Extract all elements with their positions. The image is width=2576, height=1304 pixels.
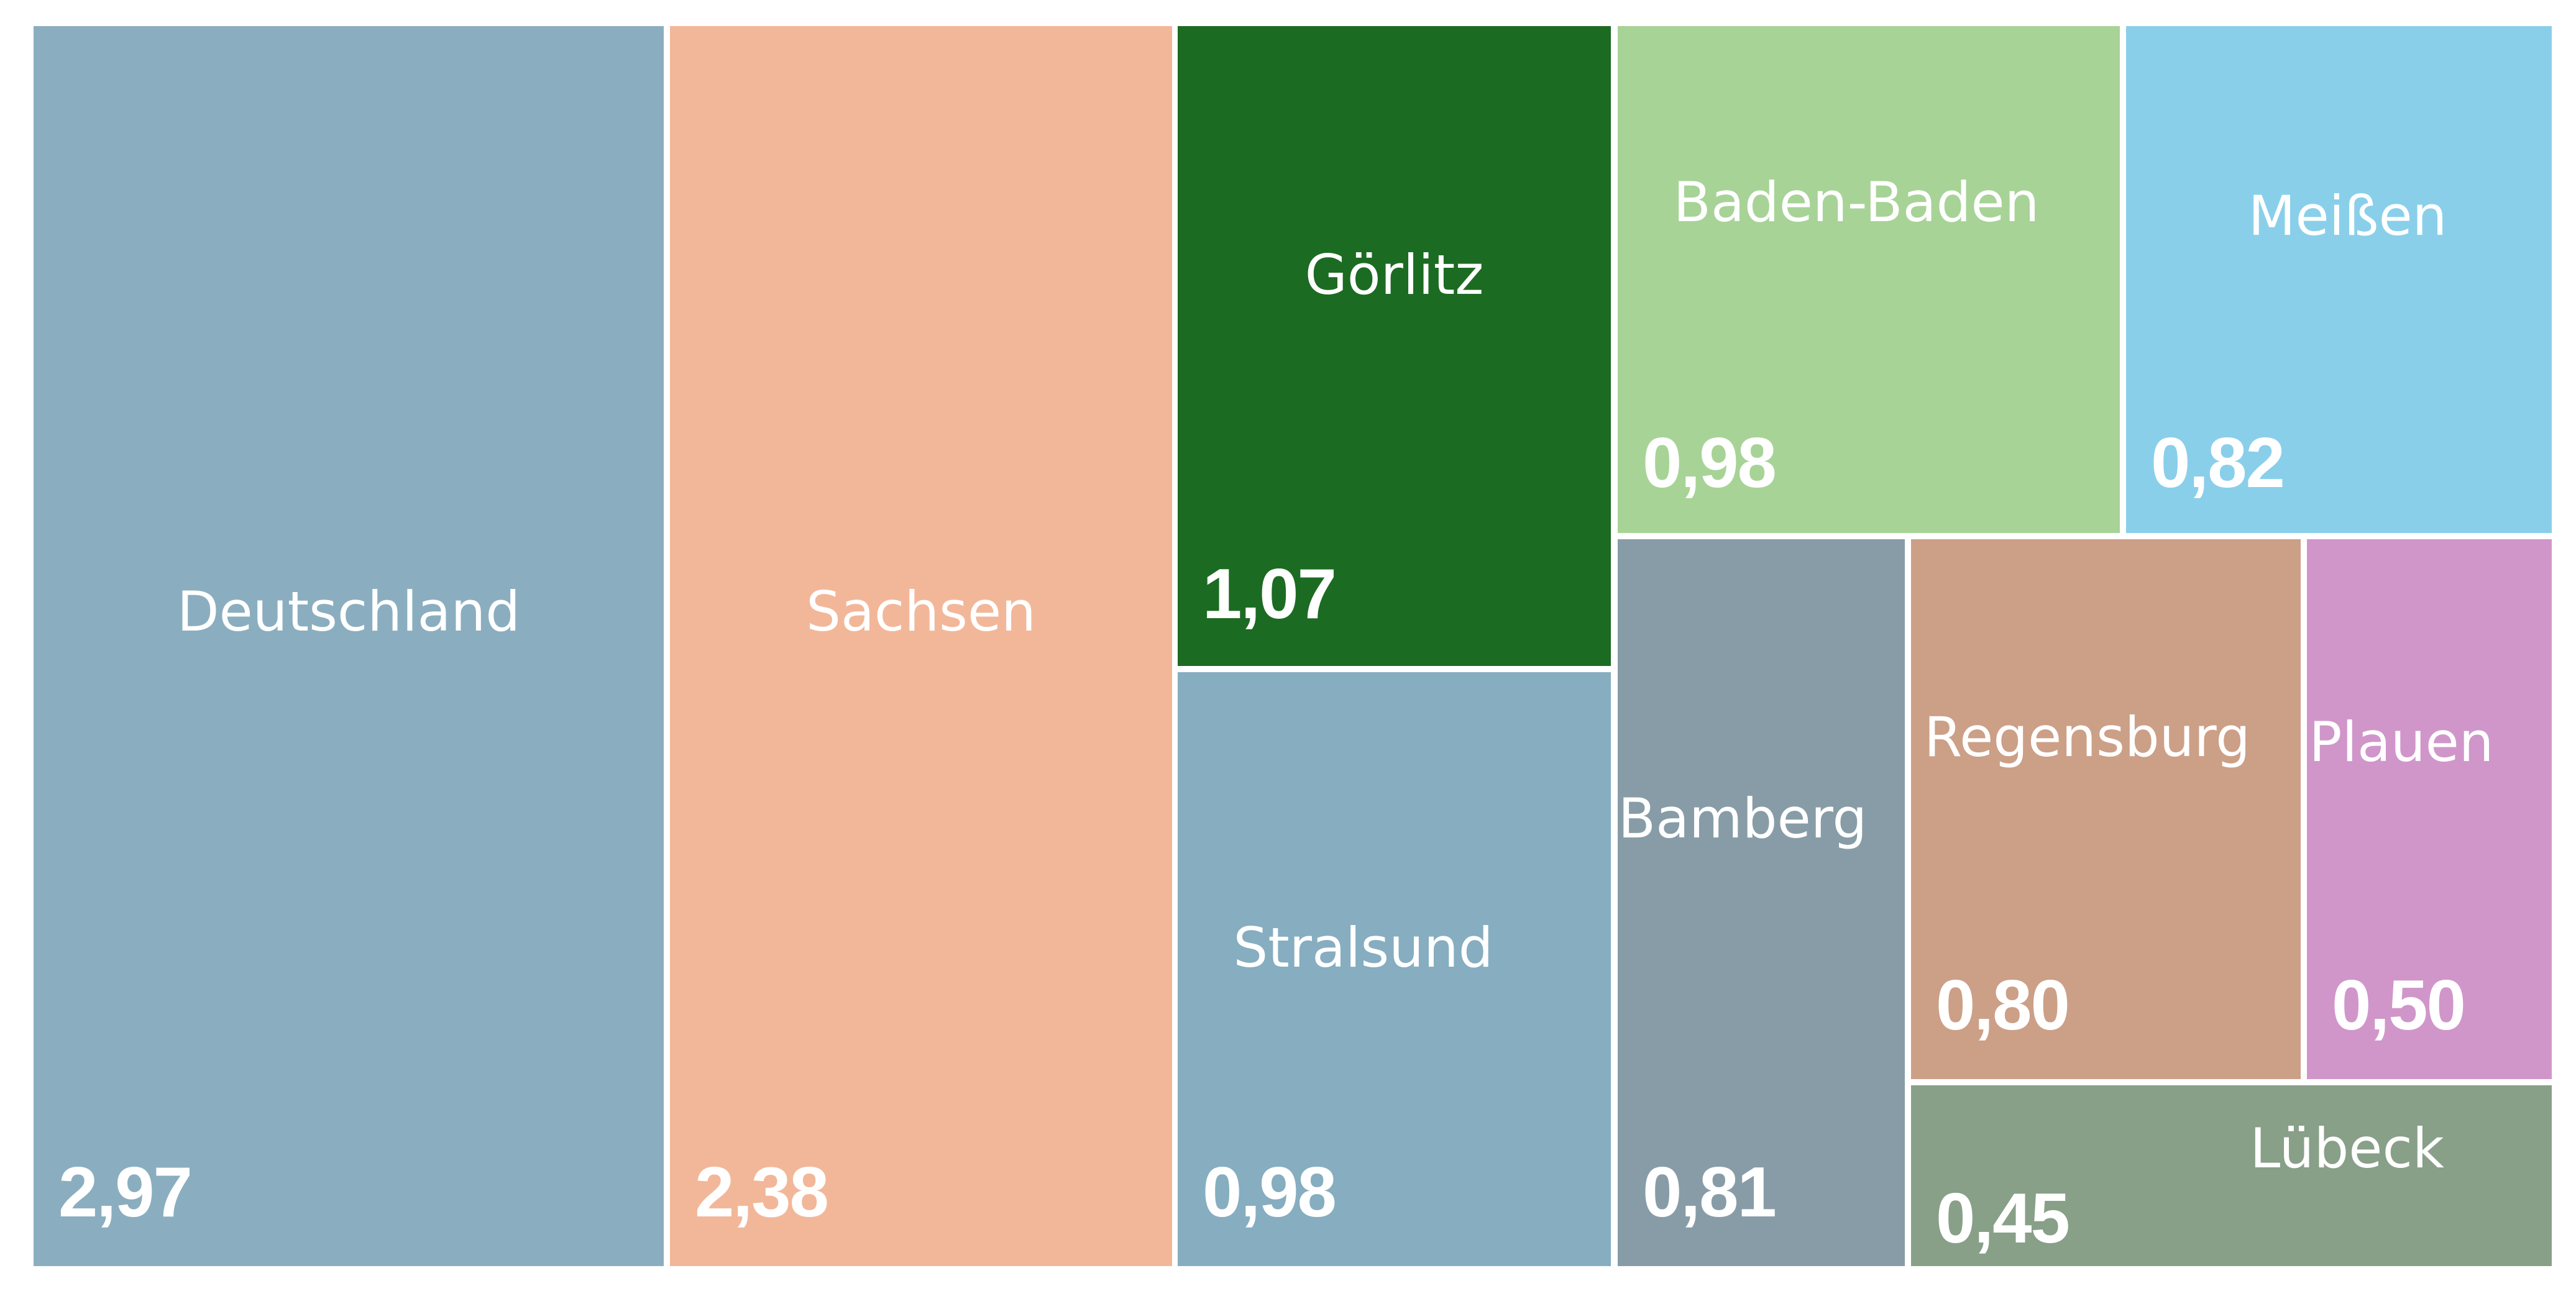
tile-sachsen: Sachsen 2,38 [670, 26, 1172, 1266]
tile-label-goerlitz: Görlitz [1304, 243, 1484, 307]
tile-label-bamberg: Bamberg [1618, 787, 1868, 850]
tile-value-baden-baden: 0,98 [1643, 424, 1777, 503]
tile-label-meissen: Meißen [2248, 184, 2447, 248]
tile-value-deutschland: 2,97 [58, 1153, 193, 1232]
tile-value-plauen: 0,50 [2332, 966, 2466, 1045]
tile-label-deutschland: Deutschland [176, 580, 521, 644]
tile-value-stralsund: 0,98 [1203, 1153, 1337, 1232]
tile-goerlitz: Görlitz 1,07 [1178, 26, 1611, 666]
tile-label-baden-baden: Baden-Baden [1673, 170, 2040, 234]
tile-plauen: Plauen 0,50 [2307, 539, 2552, 1079]
tile-label-plauen: Plauen [2309, 709, 2494, 774]
tile-label-stralsund: Stralsund [1233, 916, 1493, 980]
tile-label-luebeck: Lübeck [2250, 1116, 2444, 1180]
tile-value-regensburg: 0,80 [1936, 966, 2070, 1045]
tile-regensburg: Regensburg 0,80 [1911, 539, 2301, 1079]
tile-value-goerlitz: 1,07 [1203, 555, 1337, 634]
tile-label-sachsen: Sachsen [806, 580, 1036, 644]
tile-stralsund: Stralsund 0,98 [1178, 672, 1611, 1266]
tile-value-luebeck: 0,45 [1936, 1179, 2070, 1258]
tile-deutschland: Deutschland 2,97 [34, 26, 664, 1266]
tile-label-regensburg: Regensburg [1923, 704, 2251, 769]
tile-value-meissen: 0,82 [2151, 424, 2285, 503]
tile-bamberg: Bamberg 0,81 [1618, 539, 1905, 1266]
tile-value-bamberg: 0,81 [1643, 1153, 1777, 1232]
tile-baden-baden: Baden-Baden 0,98 [1618, 26, 2120, 533]
tile-meissen: Meißen 0,82 [2126, 26, 2552, 533]
tile-value-sachsen: 2,38 [695, 1153, 829, 1232]
tile-luebeck: Lübeck 0,45 [1911, 1085, 2552, 1266]
